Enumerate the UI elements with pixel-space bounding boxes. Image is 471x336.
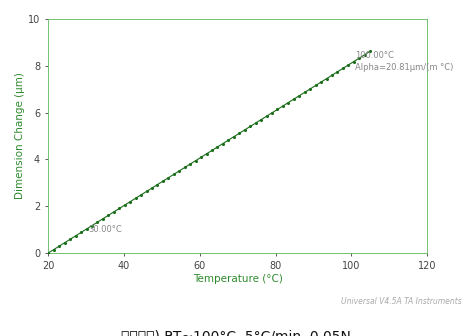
Point xyxy=(132,196,139,201)
Point xyxy=(230,134,237,139)
Point xyxy=(66,237,74,242)
Point xyxy=(187,161,194,167)
Point xyxy=(263,114,270,119)
Point xyxy=(208,148,216,153)
Point xyxy=(339,66,347,71)
Point xyxy=(345,62,352,68)
Point xyxy=(72,233,80,239)
Point xyxy=(159,178,167,184)
Point xyxy=(312,83,319,88)
Point xyxy=(290,96,298,102)
Point xyxy=(164,175,172,180)
Text: 30.00°C: 30.00°C xyxy=(88,225,122,234)
Y-axis label: Dimension Change (μm): Dimension Change (μm) xyxy=(15,73,25,199)
Point xyxy=(236,131,243,136)
Point xyxy=(143,189,150,194)
Point xyxy=(333,69,341,75)
X-axis label: Temperature (°C): Temperature (°C) xyxy=(193,274,283,284)
Point xyxy=(197,155,205,160)
Point xyxy=(219,141,227,146)
Point xyxy=(45,250,52,256)
Point xyxy=(252,120,260,126)
Point xyxy=(56,243,63,249)
Point xyxy=(105,213,112,218)
Point xyxy=(88,223,96,228)
Point xyxy=(328,73,336,78)
Point xyxy=(203,151,211,157)
Point xyxy=(138,192,145,198)
Point xyxy=(94,219,101,225)
Text: 분석조건) RT~100°C, 5°C/min, 0.05N: 분석조건) RT~100°C, 5°C/min, 0.05N xyxy=(121,329,350,336)
Text: 100.00°C
Alpha=20.81μm/(m °C): 100.00°C Alpha=20.81μm/(m °C) xyxy=(355,51,454,72)
Point xyxy=(121,202,129,208)
Point xyxy=(268,110,276,116)
Point xyxy=(110,209,118,215)
Point xyxy=(246,124,254,129)
Point xyxy=(356,55,363,61)
Point xyxy=(317,79,325,85)
Point xyxy=(83,226,90,232)
Point xyxy=(366,49,374,54)
Point xyxy=(61,240,68,245)
Point xyxy=(77,230,85,235)
Point xyxy=(115,206,123,211)
Point xyxy=(126,199,134,204)
Point xyxy=(148,185,156,191)
Point xyxy=(301,90,309,95)
Point xyxy=(176,168,183,174)
Text: Universal V4.5A TA Instruments: Universal V4.5A TA Instruments xyxy=(341,297,462,306)
Point xyxy=(284,100,292,105)
Point xyxy=(295,93,303,98)
Point xyxy=(323,76,330,81)
Point xyxy=(192,158,199,163)
Point xyxy=(257,117,265,122)
Point xyxy=(214,144,221,150)
Point xyxy=(350,59,357,64)
Point xyxy=(279,103,287,109)
Point xyxy=(99,216,106,221)
Point xyxy=(154,182,161,187)
Point xyxy=(170,172,178,177)
Point xyxy=(50,247,57,252)
Point xyxy=(225,137,232,143)
Point xyxy=(181,165,188,170)
Point xyxy=(307,86,314,92)
Point xyxy=(274,107,281,112)
Point xyxy=(241,127,249,133)
Point xyxy=(361,52,368,57)
